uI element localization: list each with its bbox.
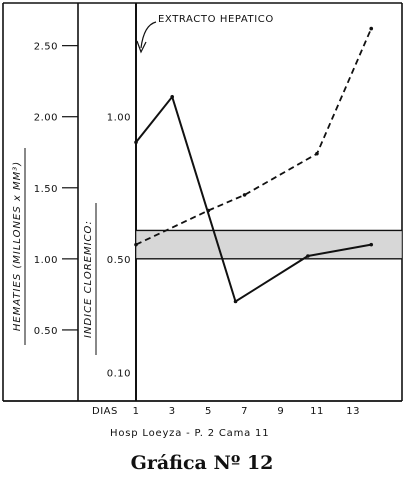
hematies-tick-label: 2.50: [34, 42, 58, 53]
series-indice-line: [135, 94, 372, 304]
hematies-tick-label: 1.00: [34, 255, 58, 266]
hematies-data-point: [206, 208, 211, 213]
x-tick-label: 13: [346, 406, 360, 417]
hematies-tick-label: 1.50: [34, 184, 58, 195]
hematies-data-point: [134, 242, 138, 247]
hematies-ticks: 2.50 2.00 1.50 1.00 0.50: [34, 42, 78, 337]
annotation-arrow-head: [136, 40, 147, 54]
indice-ticks: 1.00 0.50 0.10: [107, 113, 131, 380]
normal-range-band: [136, 230, 402, 259]
indice-tick-label: 1.00: [107, 113, 131, 124]
x-tick-label: 1: [133, 406, 140, 417]
x-tick-label: 9: [277, 406, 284, 417]
hematies-data-point: [315, 151, 319, 156]
x-axis-prefix: DIAS: [92, 406, 118, 417]
indice-data-point: [233, 299, 238, 304]
data-points: [134, 26, 374, 304]
indice-data-point: [306, 254, 310, 258]
indice-data-point: [170, 95, 174, 99]
x-tick-label: 3: [169, 406, 176, 417]
hematies-axis-title: HEMATIES (MILLONES x MM³): [12, 161, 23, 331]
chart-footer: Hosp Loeyza - P. 2 Cama 11: [110, 428, 269, 439]
indice-tick-label: 0.10: [107, 369, 131, 380]
hematies-data-point: [369, 26, 374, 31]
hematies-tick-label: 0.50: [34, 326, 58, 337]
annotation-arrow: [140, 21, 157, 49]
indice-tick-label: 0.50: [107, 255, 131, 266]
x-tick-label: 7: [241, 406, 248, 417]
x-tick-label: 5: [205, 406, 212, 417]
chart-frame: [2, 2, 403, 402]
hematies-tick-label: 2.00: [34, 113, 58, 124]
indice-axis-title: INDICE CLOREMICO:: [83, 220, 94, 338]
indice-data-point: [369, 242, 374, 247]
series-hematies-line: [135, 28, 373, 246]
annotation-text: EXTRACTO HEPATICO: [158, 14, 274, 25]
hematies-data-point: [242, 193, 247, 197]
chart-caption: Gráfica Nº 12: [130, 452, 274, 474]
indice-data-point: [134, 140, 138, 145]
x-ticks: 1 3 5 7 9 11 13: [133, 406, 360, 417]
x-tick-label: 11: [310, 406, 324, 417]
